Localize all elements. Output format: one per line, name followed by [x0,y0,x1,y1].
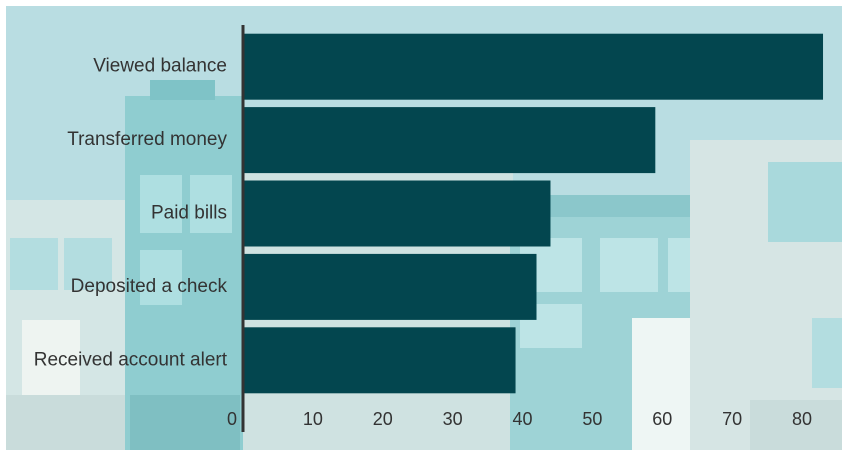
bars-group [243,33,824,394]
bar-1 [243,107,656,174]
x-tick-label-6: 60 [652,409,672,429]
x-tick-label-4: 40 [513,409,533,429]
category-label-1: Transferred money [67,129,227,150]
x-tick-label-0: 0 [227,409,237,429]
category-label-2: Paid bills [151,203,227,224]
category-label-3: Deposited a check [71,276,228,297]
x-tick-label-1: 10 [303,409,323,429]
x-tick-label-5: 50 [582,409,602,429]
x-tick-label-7: 70 [722,409,742,429]
x-tick-label-8: 80 [792,409,812,429]
x-tick-label-3: 30 [443,409,463,429]
x-tick-label-2: 20 [373,409,393,429]
bar-3 [243,253,537,320]
category-label-0: Viewed balance [93,56,227,77]
x-tick-labels: 0 10 20 30 40 50 60 70 80 [227,409,812,429]
category-labels: Viewed balance Transferred money Paid bill… [34,56,228,371]
bar-0 [243,33,824,100]
bar-2 [243,180,551,247]
category-label-4: Received account alert [34,349,228,370]
bar-4 [243,327,516,394]
